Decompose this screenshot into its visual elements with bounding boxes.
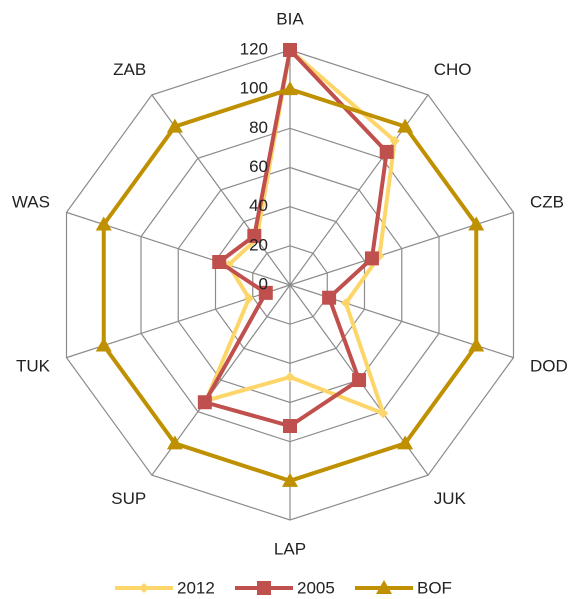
marker — [258, 285, 273, 300]
marker — [468, 337, 485, 352]
category-label: TUK — [16, 356, 51, 375]
marker — [247, 228, 262, 243]
category-label: LAP — [274, 539, 306, 558]
series — [197, 43, 394, 433]
marker — [322, 290, 337, 305]
marker — [244, 293, 255, 304]
marker — [389, 135, 400, 146]
marker — [378, 408, 389, 419]
marker — [397, 435, 414, 450]
marker — [139, 583, 149, 593]
legend-item: BOF — [355, 578, 452, 597]
r-tick-label: 120 — [240, 39, 268, 58]
series — [200, 45, 400, 419]
marker — [468, 216, 485, 231]
marker — [283, 43, 297, 57]
r-tick-label: 60 — [249, 157, 268, 176]
marker — [95, 216, 112, 231]
marker — [352, 373, 367, 388]
category-label: ZAB — [113, 60, 146, 79]
legend-item: 2005 — [235, 578, 335, 597]
r-tick-label: 20 — [249, 235, 268, 254]
marker — [283, 419, 297, 433]
marker — [282, 81, 298, 96]
category-label: SUP — [111, 489, 146, 508]
series-line — [203, 48, 397, 416]
marker — [285, 372, 295, 383]
r-tick-label: 80 — [249, 118, 268, 137]
marker — [364, 251, 379, 266]
marker — [166, 118, 183, 133]
legend-label: 2012 — [177, 578, 215, 597]
r-tick-label: 40 — [249, 196, 268, 215]
marker — [379, 144, 394, 159]
marker — [340, 298, 351, 309]
marker — [257, 581, 271, 595]
legend-item: 2012 — [115, 578, 215, 597]
legend-label: 2005 — [297, 578, 335, 597]
series — [95, 81, 485, 487]
legend-label: BOF — [417, 578, 452, 597]
marker — [376, 580, 392, 594]
marker — [397, 118, 414, 133]
r-tick-label: 100 — [240, 79, 268, 98]
category-label: WAS — [12, 193, 50, 212]
marker — [282, 472, 298, 487]
marker — [95, 337, 112, 352]
r-tick-label: 0 — [259, 274, 268, 293]
marker — [197, 395, 212, 410]
marker — [166, 435, 183, 450]
category-label: CHO — [434, 60, 472, 79]
category-label: JUK — [434, 489, 467, 508]
category-label: CZB — [530, 193, 564, 212]
category-label: DOD — [530, 356, 568, 375]
marker — [212, 255, 227, 270]
category-label: BIA — [276, 9, 304, 28]
